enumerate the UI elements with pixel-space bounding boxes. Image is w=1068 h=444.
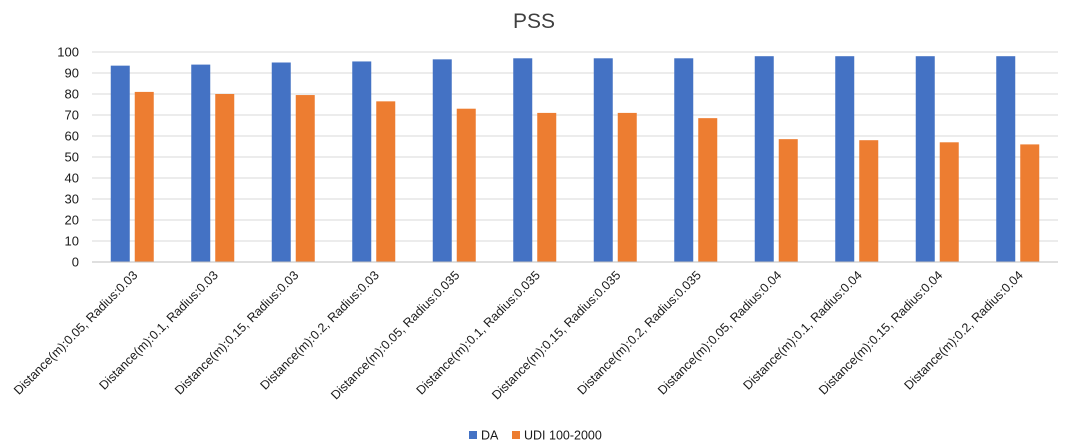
y-tick-label: 100 — [57, 45, 79, 60]
bar-udi-100-2000 — [134, 91, 154, 263]
chart-title: PSS — [513, 10, 555, 33]
legend: DA UDI 100-2000 — [469, 429, 602, 443]
legend-swatch — [512, 431, 520, 439]
bar-udi-100-2000 — [859, 140, 879, 262]
gridlines — [92, 51, 1058, 242]
bar-da — [191, 64, 211, 262]
y-tick-label: 90 — [65, 66, 79, 81]
bar-udi-100-2000 — [698, 118, 718, 263]
bar-udi-100-2000 — [215, 94, 235, 262]
x-category-label: Distance(m):0.05, Radius:0.03 — [11, 268, 140, 397]
bar-da — [432, 59, 452, 262]
x-category-label: Distance(m):0.15, Radius:0.035 — [489, 268, 623, 402]
bar-udi-100-2000 — [1020, 144, 1040, 262]
bars — [110, 56, 1040, 263]
bar-udi-100-2000 — [295, 95, 315, 262]
bar-da — [835, 56, 855, 263]
x-axis-category-labels: Distance(m):0.05, Radius:0.03 Distance(m)… — [11, 268, 1026, 402]
bar-udi-100-2000 — [537, 112, 557, 263]
bar-udi-100-2000 — [778, 139, 798, 262]
x-category-label: Distance(m):0.05, Radius:0.035 — [328, 268, 462, 402]
y-tick-label: 70 — [65, 108, 79, 123]
legend-label: DA — [481, 429, 499, 443]
bar-udi-100-2000 — [617, 112, 637, 263]
bar-udi-100-2000 — [456, 108, 476, 262]
y-tick-label: 0 — [72, 255, 79, 270]
bar-da — [593, 58, 613, 262]
bar-udi-100-2000 — [376, 101, 396, 262]
bar-da — [352, 61, 372, 263]
bar-da — [754, 56, 774, 263]
y-tick-label: 10 — [65, 234, 79, 249]
bar-da — [110, 65, 130, 263]
y-tick-label: 50 — [65, 150, 79, 165]
y-tick-label: 30 — [65, 192, 79, 207]
y-axis-tick-labels: 0 10 20 30 40 50 60 70 80 90 100 — [57, 45, 79, 270]
bar-da — [915, 56, 935, 263]
legend-swatch — [469, 431, 477, 439]
y-tick-label: 40 — [65, 171, 79, 186]
y-tick-label: 20 — [65, 213, 79, 228]
y-tick-label: 80 — [65, 87, 79, 102]
bar-da — [513, 58, 533, 262]
bar-da — [996, 56, 1016, 263]
y-tick-label: 60 — [65, 129, 79, 144]
bar-da — [674, 58, 694, 262]
legend-label: UDI 100-2000 — [524, 429, 602, 443]
bar-da — [271, 62, 291, 262]
bar-udi-100-2000 — [939, 142, 959, 262]
